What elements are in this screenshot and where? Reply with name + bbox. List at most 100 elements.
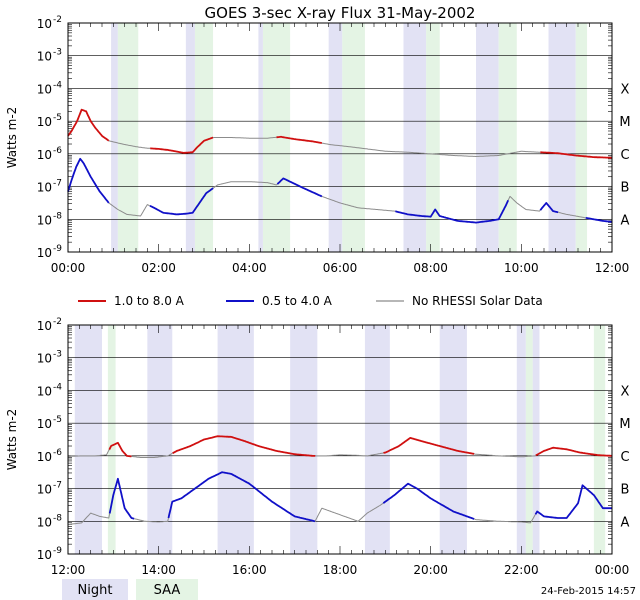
bottom-gridlines <box>67 325 613 554</box>
bottom-x-tick-labels: 12:00 14:00 16:00 18:00 20:00 22:00 00:00 <box>51 563 630 577</box>
legend: 1.0 to 8.0 A 0.5 to 4.0 A No RHESSI Sola… <box>78 294 543 308</box>
bottom-shading-bands <box>74 325 606 554</box>
gray-short-series-line <box>507 195 541 212</box>
saa-key-box <box>136 579 198 600</box>
y-tick-label: 10 <box>37 213 52 227</box>
legend-long-label: 1.0 to 8.0 A <box>114 294 185 308</box>
long-series-line <box>108 441 132 458</box>
y-tick-base: 10 <box>37 483 52 497</box>
night-band <box>290 325 318 554</box>
saa-key-label: SAA <box>154 583 181 598</box>
long-series-line <box>276 135 323 144</box>
night-band <box>532 325 540 554</box>
short-series-line <box>167 471 316 523</box>
gray-short-series-line <box>558 211 586 219</box>
short-series-line <box>395 199 510 224</box>
y-tick-base: 10 <box>37 384 52 398</box>
long-series-line <box>540 151 612 159</box>
x-tick-label: 06:00 <box>323 261 358 275</box>
y-tick-label: 10 <box>37 384 52 398</box>
night-band <box>258 23 263 252</box>
night-band <box>185 23 195 252</box>
y-tick-base: 10 <box>37 50 52 64</box>
y-tick-label: 10 <box>37 115 52 129</box>
y-tick-base: 10 <box>37 352 52 366</box>
gray-long-series-line <box>68 449 110 457</box>
saa-band <box>593 325 606 554</box>
bottom-y-axis-label-text: Watts m-2 <box>5 409 19 471</box>
saa-band <box>426 23 440 252</box>
night-band <box>403 23 427 252</box>
night-band <box>74 325 102 554</box>
x-tick-label: 12:00 <box>595 261 630 275</box>
saa-band <box>342 23 365 252</box>
x-tick-label: 16:00 <box>232 563 267 577</box>
y-tick-exponent: -3 <box>53 350 62 360</box>
y-tick-exponent: -8 <box>53 211 62 221</box>
night-band <box>328 23 343 252</box>
short-series-line <box>585 216 613 223</box>
y-tick-label: 10 <box>37 417 52 431</box>
flare-class-label: A <box>621 515 630 530</box>
saa-band <box>575 23 588 252</box>
y-tick-base: 10 <box>37 417 52 431</box>
saa-band <box>194 23 214 252</box>
bottom-y-axis-label: Watts m-2 <box>5 409 19 471</box>
short-series-line <box>67 157 110 204</box>
x-tick-label: 10:00 <box>504 261 539 275</box>
y-tick-label: 10 <box>37 450 52 464</box>
flare-class-label: M <box>619 417 630 432</box>
y-tick-label: 10 <box>37 181 52 195</box>
y-tick-base: 10 <box>37 515 52 529</box>
y-tick-exponent: -7 <box>53 179 62 189</box>
y-tick-base: 10 <box>37 148 52 162</box>
y-tick-label: 10 <box>37 319 52 333</box>
x-tick-label: 12:00 <box>51 563 86 577</box>
y-tick-exponent: -3 <box>53 48 62 58</box>
top-series <box>67 108 613 224</box>
short-series-line <box>276 177 323 198</box>
long-series-line <box>150 136 214 154</box>
y-tick-base: 10 <box>37 82 52 96</box>
short-series-line <box>539 201 559 214</box>
y-tick-label: 10 <box>37 50 52 64</box>
gray-short-series-line <box>67 512 111 526</box>
gray-short-series-line <box>134 517 169 523</box>
gray-short-series-line <box>108 202 151 217</box>
gray-short-series-line <box>212 181 278 189</box>
x-tick-label: 02:00 <box>141 261 176 275</box>
x-tick-label: 22:00 <box>504 563 539 577</box>
y-tick-base: 10 <box>37 181 52 195</box>
y-tick-exponent: -7 <box>53 481 62 491</box>
gray-long-series-line <box>321 142 541 157</box>
y-tick-exponent: -8 <box>53 513 62 523</box>
night-band <box>548 23 576 252</box>
y-tick-base: 10 <box>37 17 52 31</box>
night-key-box <box>62 579 128 600</box>
y-tick-base: 10 <box>37 548 52 562</box>
x-tick-label: 18:00 <box>323 563 358 577</box>
y-tick-exponent: -6 <box>53 146 62 156</box>
y-tick-label: 10 <box>37 148 52 162</box>
short-series-line <box>149 187 214 216</box>
gray-short-series-line <box>314 502 384 522</box>
flare-class-label: B <box>621 181 630 196</box>
legend-gray-label: No RHESSI Solar Data <box>412 294 543 308</box>
top-flare-class-labels: A B C M X <box>619 82 630 228</box>
y-tick-base: 10 <box>37 450 52 464</box>
y-tick-exponent: -5 <box>53 113 62 123</box>
y-tick-exponent: -4 <box>53 80 62 90</box>
night-band <box>439 325 467 554</box>
gray-short-series-line <box>474 514 536 524</box>
y-tick-base: 10 <box>37 115 52 129</box>
top-y-axis-label-text: Watts m-2 <box>5 107 19 169</box>
flare-class-label: X <box>621 384 630 399</box>
bottom-plot-frame <box>67 324 613 555</box>
y-tick-exponent: -2 <box>53 317 62 327</box>
y-tick-label: 10 <box>37 515 52 529</box>
night-band <box>111 23 118 252</box>
flare-class-label: A <box>621 213 630 228</box>
y-tick-exponent: -6 <box>53 448 62 458</box>
x-tick-label: 08:00 <box>413 261 448 275</box>
